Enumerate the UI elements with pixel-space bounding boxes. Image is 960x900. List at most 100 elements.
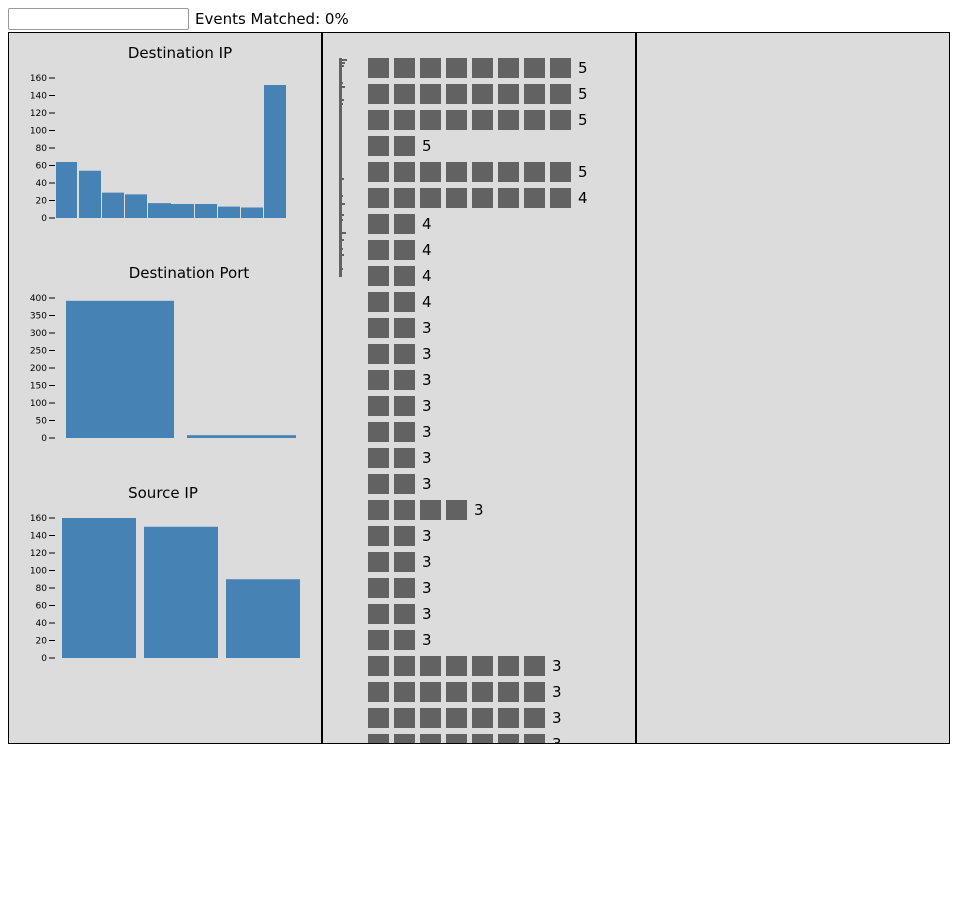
- event-block[interactable]: [472, 162, 493, 182]
- event-block[interactable]: [394, 344, 415, 364]
- block-row[interactable]: 3: [368, 604, 432, 624]
- event-block[interactable]: [368, 84, 389, 104]
- event-block[interactable]: [446, 110, 467, 130]
- event-block[interactable]: [550, 188, 571, 208]
- event-block[interactable]: [420, 656, 441, 676]
- event-block[interactable]: [498, 162, 519, 182]
- event-block[interactable]: [394, 500, 415, 520]
- block-row[interactable]: 5: [368, 84, 588, 104]
- event-block[interactable]: [394, 604, 415, 624]
- event-block[interactable]: [446, 708, 467, 728]
- event-block[interactable]: [446, 500, 467, 520]
- event-block[interactable]: [368, 578, 389, 598]
- bar[interactable]: [144, 526, 218, 658]
- event-block[interactable]: [472, 110, 493, 130]
- event-block[interactable]: [550, 84, 571, 104]
- event-block[interactable]: [368, 604, 389, 624]
- block-row[interactable]: 3: [368, 526, 432, 546]
- event-block[interactable]: [420, 500, 441, 520]
- block-row[interactable]: 3: [368, 474, 432, 494]
- event-block[interactable]: [472, 188, 493, 208]
- event-block[interactable]: [394, 110, 415, 130]
- event-block[interactable]: [394, 526, 415, 546]
- block-row[interactable]: 3: [368, 552, 432, 572]
- block-row[interactable]: 5: [368, 58, 588, 78]
- event-block[interactable]: [394, 422, 415, 442]
- event-block[interactable]: [394, 734, 415, 743]
- block-row[interactable]: 3: [368, 656, 562, 676]
- bar[interactable]: [241, 207, 263, 219]
- event-block[interactable]: [368, 240, 389, 260]
- block-row[interactable]: 3: [368, 422, 432, 442]
- event-block[interactable]: [368, 630, 389, 650]
- block-row[interactable]: 4: [368, 266, 432, 286]
- event-block[interactable]: [394, 552, 415, 572]
- event-block[interactable]: [550, 110, 571, 130]
- bar[interactable]: [195, 204, 217, 218]
- event-block[interactable]: [368, 734, 389, 743]
- event-block[interactable]: [446, 84, 467, 104]
- event-block[interactable]: [446, 188, 467, 208]
- event-block[interactable]: [368, 136, 389, 156]
- block-row[interactable]: 3: [368, 682, 562, 702]
- bar[interactable]: [264, 85, 286, 218]
- block-row[interactable]: 4: [368, 292, 432, 312]
- event-block[interactable]: [498, 110, 519, 130]
- event-block[interactable]: [394, 396, 415, 416]
- event-block[interactable]: [394, 266, 415, 286]
- event-block[interactable]: [550, 58, 571, 78]
- event-block[interactable]: [368, 110, 389, 130]
- event-block[interactable]: [368, 266, 389, 286]
- event-block[interactable]: [394, 136, 415, 156]
- block-row[interactable]: 4: [368, 240, 432, 260]
- event-block[interactable]: [394, 240, 415, 260]
- event-block[interactable]: [394, 578, 415, 598]
- event-block[interactable]: [498, 656, 519, 676]
- event-block[interactable]: [446, 682, 467, 702]
- bar[interactable]: [171, 204, 194, 218]
- event-block[interactable]: [394, 188, 415, 208]
- event-block[interactable]: [394, 708, 415, 728]
- event-block[interactable]: [368, 188, 389, 208]
- event-block[interactable]: [524, 84, 545, 104]
- block-row[interactable]: 4: [368, 188, 588, 208]
- event-block[interactable]: [420, 734, 441, 743]
- event-block[interactable]: [394, 448, 415, 468]
- bar[interactable]: [66, 300, 174, 438]
- bar[interactable]: [226, 579, 300, 658]
- block-row[interactable]: 3: [368, 734, 562, 743]
- block-row[interactable]: 3: [368, 630, 432, 650]
- block-row[interactable]: 5: [368, 162, 588, 182]
- event-block[interactable]: [524, 110, 545, 130]
- event-block[interactable]: [394, 318, 415, 338]
- event-block[interactable]: [472, 682, 493, 702]
- block-row[interactable]: 3: [368, 344, 432, 364]
- event-block[interactable]: [498, 58, 519, 78]
- event-block[interactable]: [524, 162, 545, 182]
- bar[interactable]: [187, 435, 296, 438]
- event-block[interactable]: [472, 58, 493, 78]
- bar[interactable]: [79, 170, 101, 218]
- event-block[interactable]: [394, 630, 415, 650]
- event-block[interactable]: [472, 708, 493, 728]
- event-block[interactable]: [524, 188, 545, 208]
- bar[interactable]: [102, 192, 124, 218]
- event-block[interactable]: [420, 708, 441, 728]
- event-block[interactable]: [394, 656, 415, 676]
- event-block[interactable]: [498, 188, 519, 208]
- event-block[interactable]: [368, 58, 389, 78]
- event-block[interactable]: [368, 162, 389, 182]
- event-block[interactable]: [368, 474, 389, 494]
- event-block[interactable]: [550, 162, 571, 182]
- event-block[interactable]: [368, 682, 389, 702]
- block-row[interactable]: 3: [368, 578, 432, 598]
- event-block[interactable]: [498, 84, 519, 104]
- block-row[interactable]: 3: [368, 370, 432, 390]
- event-block[interactable]: [368, 526, 389, 546]
- block-row[interactable]: 5: [368, 110, 588, 130]
- event-block[interactable]: [524, 708, 545, 728]
- bar[interactable]: [62, 518, 136, 658]
- block-row[interactable]: 3: [368, 318, 432, 338]
- event-block[interactable]: [420, 188, 441, 208]
- event-block[interactable]: [472, 84, 493, 104]
